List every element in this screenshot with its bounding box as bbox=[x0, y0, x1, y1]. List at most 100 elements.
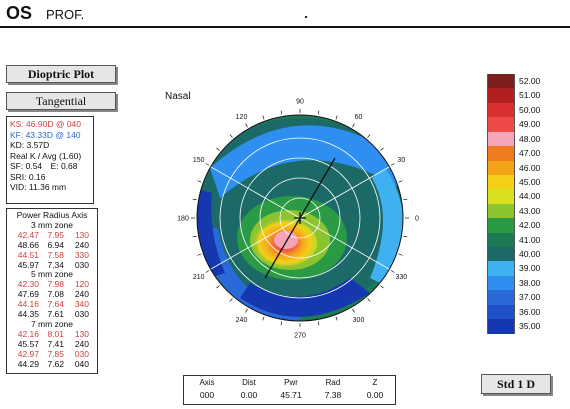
axis-angle-label: 120 bbox=[236, 114, 248, 121]
scale-label: 43.00 bbox=[519, 205, 541, 216]
zone-label: 3 mm zone bbox=[30, 219, 74, 230]
scale-label: 39.00 bbox=[519, 263, 541, 274]
angle-tick bbox=[398, 180, 403, 183]
scale-swatch bbox=[487, 189, 515, 204]
ks-value: KS: 46.90D @ 040 bbox=[10, 119, 82, 129]
axis-angle-label: 90 bbox=[296, 99, 304, 106]
scale-label: 37.00 bbox=[519, 292, 541, 303]
angle-tick bbox=[229, 134, 233, 138]
power-radius-row: 42.47 7.95 130 bbox=[17, 229, 89, 240]
scale-swatch bbox=[487, 131, 515, 147]
nasal-label: Nasal bbox=[165, 91, 191, 102]
zone-label: 5 mm zone bbox=[30, 269, 74, 280]
angle-tick bbox=[262, 115, 265, 120]
scale-swatch bbox=[487, 218, 515, 233]
axis-angle-label: 240 bbox=[236, 317, 248, 324]
scale-swatch bbox=[487, 74, 515, 89]
dioptric-plot-button[interactable]: Dioptric Plot bbox=[6, 65, 116, 83]
sri-label: SRI: bbox=[10, 171, 27, 182]
scale-swatch bbox=[487, 261, 515, 276]
color-scale-labels: 52.00 51.00 50.00 49.00 48.00 47.00 46.00 45.00… bbox=[519, 74, 540, 334]
cursor-readout: Axis 000 Dist 0.00 Pwr 45.71 Rad 7.38 Z 0.00 bbox=[183, 375, 396, 405]
real-k-value: Real K / Avg (1.60) bbox=[10, 150, 82, 161]
angle-tick bbox=[205, 163, 210, 166]
angle-tick bbox=[317, 110, 320, 115]
axis-angle-label: 330 bbox=[395, 274, 407, 281]
table-title: Power Radius Axis bbox=[16, 210, 88, 220]
scale-swatch bbox=[487, 117, 515, 132]
scale-label: 49.00 bbox=[519, 119, 541, 130]
scale-swatch bbox=[487, 275, 515, 291]
color-scale bbox=[487, 74, 515, 334]
scale-label: 42.00 bbox=[519, 220, 541, 231]
power-radius-row: 48.66 6.94 240 bbox=[17, 239, 89, 250]
scale-swatch bbox=[487, 247, 515, 262]
power-radius-row: 44.51 7.58 330 bbox=[17, 249, 89, 260]
angle-tick bbox=[403, 198, 408, 201]
angle-tick bbox=[192, 235, 197, 238]
scale-swatch bbox=[487, 88, 515, 103]
power-radius-row: 47.69 7.08 240 bbox=[17, 289, 89, 300]
power-radius-axis-table: Power Radius Axis 3 mm zone 42.47 7.95 130 4… bbox=[6, 208, 98, 374]
scale-swatch bbox=[487, 290, 515, 305]
tangential-button[interactable]: Tangential bbox=[6, 92, 116, 110]
angle-tick bbox=[367, 134, 371, 138]
angle-tick bbox=[367, 298, 371, 302]
title-bar: OS PROF. bbox=[0, 0, 570, 28]
scale-label: 45.00 bbox=[519, 176, 541, 187]
scale-label: 52.00 bbox=[519, 76, 541, 86]
angle-tick bbox=[352, 308, 355, 313]
axis-angle-label: 150 bbox=[193, 157, 205, 164]
limbus-ring bbox=[196, 114, 404, 322]
angle-tick bbox=[335, 115, 338, 120]
vid-label: VID: bbox=[10, 182, 27, 192]
scale-label: 47.00 bbox=[519, 148, 541, 159]
scale-label: 48.00 bbox=[519, 133, 541, 144]
power-radius-row: 44.35 7.61 030 bbox=[17, 309, 89, 320]
vid-value: 11.36 mm bbox=[28, 182, 67, 192]
power-radius-row: 45.97 7.34 030 bbox=[17, 259, 89, 270]
scale-label: 41.00 bbox=[519, 234, 541, 245]
scale-label: 38.00 bbox=[519, 277, 541, 288]
scale-swatch bbox=[487, 203, 515, 219]
center-cross-icon bbox=[294, 212, 306, 224]
angle-tick bbox=[197, 180, 202, 183]
power-radius-row: 44.16 7.64 340 bbox=[17, 299, 89, 310]
sf-e-row: SF: 0.54 E: 0.68 bbox=[10, 161, 90, 172]
angle-tick bbox=[205, 270, 210, 273]
keratometry-info: KS: 46.90D @ 040 KF: 43.33D @ 140 KD: 3.… bbox=[6, 116, 94, 204]
sf-label: SF: bbox=[10, 161, 24, 171]
readout-axis: Axis 000 bbox=[199, 378, 215, 400]
axis-angle-label: 30 bbox=[397, 157, 405, 164]
power-radius-row: 42.30 7.98 120 bbox=[17, 279, 89, 290]
angle-tick bbox=[216, 285, 220, 289]
angle-tick bbox=[390, 270, 395, 273]
angle-tick bbox=[192, 198, 197, 201]
axis-angle-label: 60 bbox=[355, 114, 363, 121]
zone-label: 7 mm zone bbox=[30, 318, 74, 329]
scale-label: 44.00 bbox=[519, 191, 541, 202]
angle-tick bbox=[390, 163, 395, 166]
eye-label: OS bbox=[6, 3, 33, 23]
axis-angle-label: 180 bbox=[177, 216, 189, 223]
readout-z: Z 0.00 bbox=[366, 378, 384, 400]
divider-dot bbox=[305, 16, 307, 18]
angle-tick bbox=[262, 316, 265, 321]
scale-label: 50.00 bbox=[519, 104, 541, 115]
axis-angle-label: 0 bbox=[415, 216, 419, 223]
e-value: 0.68 bbox=[60, 161, 78, 171]
kd-value: KD: 3.57D bbox=[10, 140, 50, 150]
scale-label: 35.00 bbox=[519, 321, 541, 332]
angle-tick bbox=[245, 308, 248, 313]
sri-value: 0.16 bbox=[28, 171, 46, 182]
axis-angle-label: 270 bbox=[294, 333, 306, 340]
angle-tick bbox=[229, 298, 233, 302]
angle-tick bbox=[280, 110, 283, 115]
power-radius-row: 42.97 7.85 030 bbox=[17, 348, 89, 359]
scale-swatch bbox=[487, 174, 515, 190]
scale-swatch bbox=[487, 102, 515, 118]
angle-tick bbox=[245, 123, 248, 128]
std-scale-button[interactable]: Std 1 D bbox=[481, 374, 551, 394]
readout-dist: Dist 0.00 bbox=[240, 378, 258, 400]
